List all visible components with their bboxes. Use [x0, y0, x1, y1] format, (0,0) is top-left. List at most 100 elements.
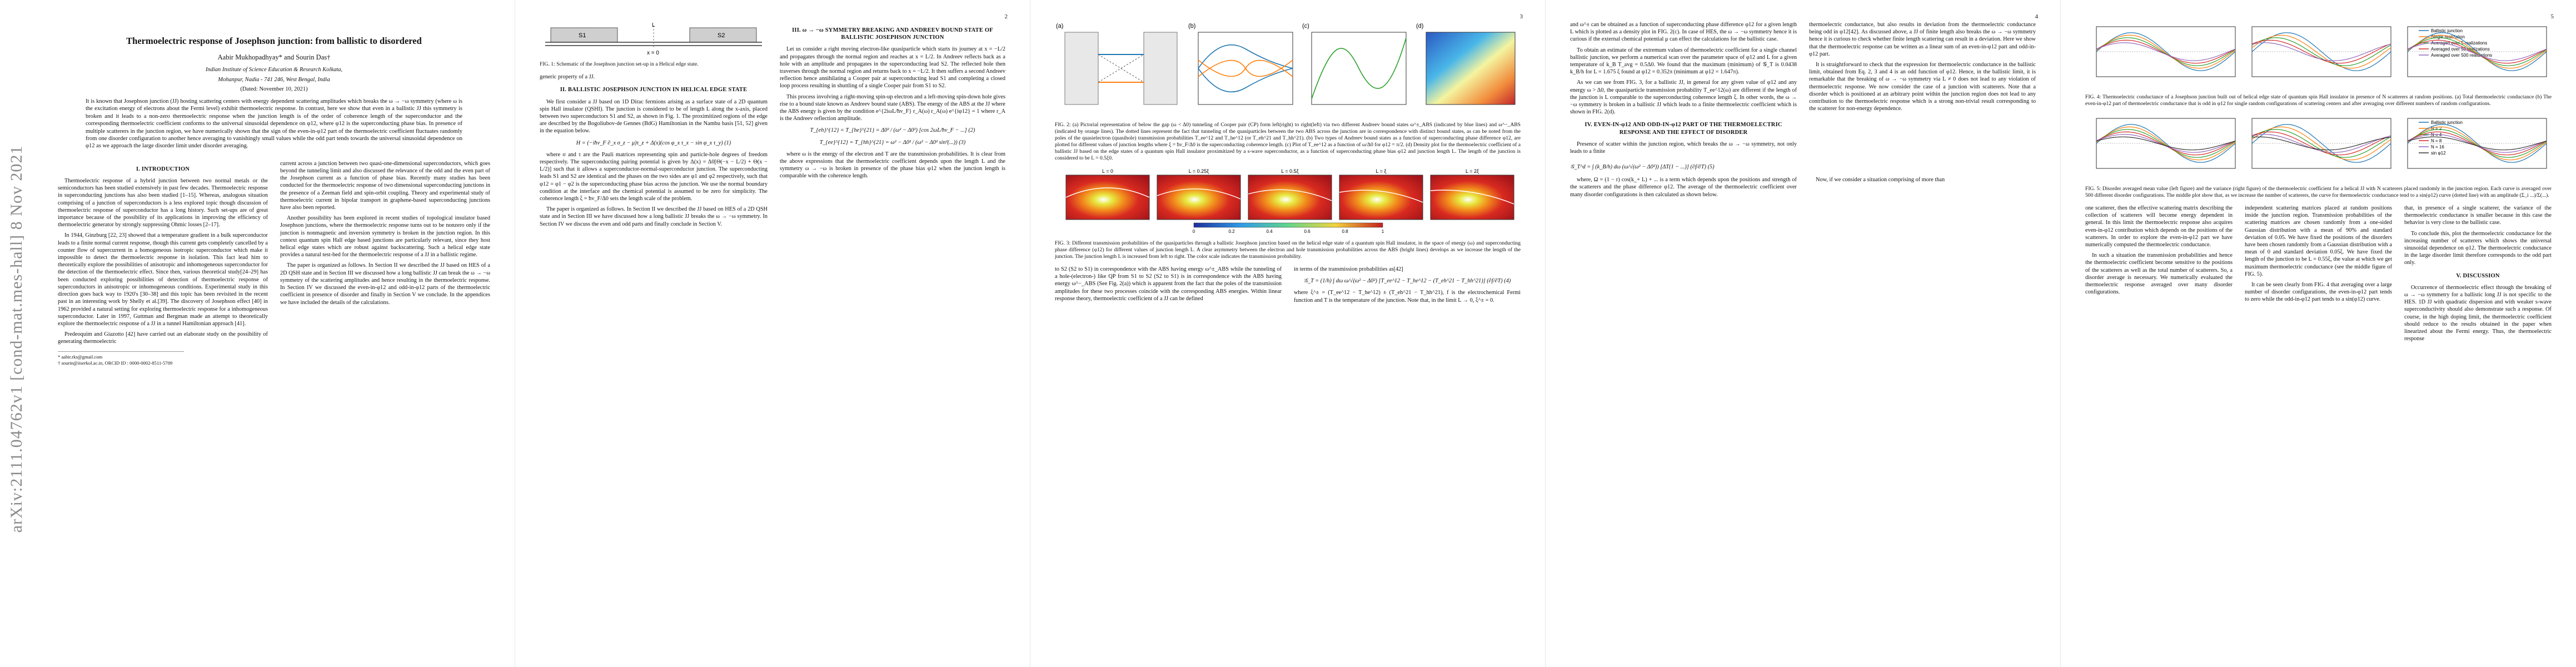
junction-schematic: S1 S2 x = 0 L: [545, 22, 762, 56]
colorbar: [1193, 222, 1383, 228]
page-2: 2 S1 S2 x = 0 L FIG. 1: Schematic of the…: [515, 0, 1030, 667]
paragraph: where ξ^± = (T_ee^12 − T_he^12) ± (T_eh^…: [1294, 290, 1521, 303]
heatmap-panel: [1157, 175, 1241, 220]
page-5: 5 Ballistic junction Single realization Av…: [2061, 0, 2576, 667]
figure-5-caption: FIG. 5: Disorder averaged mean value (le…: [2085, 186, 2552, 198]
colorbar-tick-label: 0: [1193, 229, 1195, 234]
paragraph: In 1944, Ginzburg [22, 23] showed that a…: [58, 232, 268, 327]
legend-label: Averaged over 50 realizations: [2431, 47, 2490, 52]
affiliation-line-2: Mohanpur, Nadia - 741 246, West Bengal, …: [218, 77, 330, 83]
heatmap-panel-title: L = 0.5ξ: [1281, 168, 1298, 174]
paragraph: The paper is organized as follows. In Se…: [540, 206, 768, 227]
figure-4: Ballistic junction Single realization Aver…: [2085, 21, 2552, 107]
series-line: [2096, 37, 2236, 66]
paragraph: in terms of the transmission probabiliti…: [1294, 266, 1403, 272]
paragraph: We first consider a JJ based on 1D Dirac…: [540, 98, 768, 135]
panel-c-axes: [1311, 32, 1407, 105]
abs-bright-line: [1065, 187, 1150, 198]
footnotes: * aabir.rks@gmail.com † sourin@iiserkol.…: [58, 351, 184, 366]
paragraph: Presence of scatter within the junction …: [1570, 141, 1797, 155]
panel-label: (c): [1302, 23, 1309, 29]
abs-bright-line: [1248, 189, 1332, 201]
abs-curve: [1198, 44, 1293, 69]
section-heading-ballistic-jj: II. BALLISTIC JOSEPHSON JUNCTION IN HELI…: [560, 87, 748, 93]
page-4: 4 and ω^± can be obtained as a function …: [1546, 0, 2061, 667]
abs-curve: [1198, 68, 1293, 93]
series-line: [2251, 134, 2391, 153]
page-number: 5: [2550, 13, 2554, 20]
series-line: [2251, 126, 2391, 161]
page-4-column-1: and ω^± can be obtained as a function of…: [1570, 21, 1797, 158]
paragraph: Let us consider a right moving electron-…: [780, 46, 1005, 89]
tunneling-path: [1098, 54, 1144, 83]
colorbar-ticks: 0 0.2 0.4 0.6 0.8 1: [1193, 229, 1384, 234]
colorbar-tick-label: 0.2: [1228, 229, 1235, 234]
length-label: L: [652, 22, 655, 28]
colorbar-tick-label: 0.6: [1304, 229, 1311, 234]
series-line: [2407, 34, 2547, 69]
paragraph: In such a situation the transmission pro…: [2085, 252, 2233, 296]
equation-5: 𝒢_T^d = ∫ (k_B/h) dω (ω/√(ω² − Δ0²)) [ΔT…: [1570, 164, 1715, 171]
paragraph: Occurrence of thermoelectric effect thro…: [2404, 284, 2552, 342]
footnote-email-1: * aabir.rks@gmail.com: [58, 354, 103, 360]
series-line: [2096, 42, 2236, 61]
legend-label: N = 2: [2431, 126, 2442, 131]
series-line: [2251, 136, 2391, 151]
page-2-column-2: III. ω → −ω SYMMETRY BREAKING AND ANDREE…: [780, 21, 1005, 231]
page-3-column-2: in terms of the transmission probabiliti…: [1294, 266, 1521, 307]
footnote-email-2: † sourin@iiserkol.ac.in, ORCID ID : 0000…: [58, 360, 173, 366]
paragraph: To obtain an estimate of the extremum va…: [1570, 47, 1797, 76]
legend-label: Ballistic junction: [2431, 120, 2463, 125]
heatmap-panel-title: L = ξ: [1376, 168, 1387, 174]
figure-3: L = 0 L = 0.25ξ L = 0.5ξ L = ξ L = 2ξ 0 0.2 0.…: [1055, 167, 1521, 260]
legend-label: Single realization: [2431, 34, 2465, 39]
heatmap-panel-group: L = 0 L = 0.25ξ L = 0.5ξ L = ξ L = 2ξ: [1065, 168, 1514, 220]
heatmap-panel-title: L = 0: [1102, 168, 1113, 174]
series-line: [2407, 136, 2547, 151]
series-line: [2251, 42, 2391, 61]
page-number: 2: [1004, 13, 1008, 20]
legend-label: Ballistic junction: [2431, 28, 2463, 33]
paragraph: thermoelectric conductance, but also res…: [1809, 22, 2036, 57]
panel-label: (b): [1188, 23, 1195, 29]
paragraph: It can be seen clearly from FIG. 4 that …: [2245, 282, 2392, 303]
series-line: [2251, 34, 2391, 69]
series-line: [2407, 42, 2547, 61]
legend-label: N = 4: [2431, 132, 2442, 137]
equation-2: T_{eh}^{12} = T_{he}^{21} = Δ0² / (ω² − …: [810, 127, 975, 134]
series-line: [2251, 32, 2391, 71]
paragraph: and ω^± can be obtained as a function of…: [1570, 22, 1797, 43]
paragraph: generic property of a JJ.: [540, 74, 595, 81]
superconductor-s2-block: [689, 27, 757, 43]
series-line: [2096, 32, 2236, 71]
paragraph: The paper is organized as follows. In Se…: [280, 262, 490, 306]
paragraph: It is straightforward to check that the …: [1809, 62, 2036, 112]
abs-bright-line: [1157, 188, 1241, 200]
page-number: 4: [2035, 13, 2039, 20]
page-1-column-1: I. INTRODUCTION Thermoelectric response …: [58, 160, 268, 366]
superconductor-s1-block: [550, 27, 618, 43]
page-5-column-2: independent scattering matrices placed a…: [2245, 205, 2392, 346]
series-line: [2096, 124, 2236, 163]
legend-label: N = 16: [2431, 145, 2444, 150]
paragraph: To conclude this, plot the thermoelectri…: [2404, 230, 2552, 266]
s1-label: S1: [579, 32, 586, 39]
section-heading-symmetry-breaking: III. ω → −ω SYMMETRY BREAKING AND ANDREE…: [792, 27, 993, 41]
panel-label: (a): [1056, 23, 1063, 29]
series-line: [2251, 129, 2391, 158]
paragraph: As we can see from FIG. 3, for a ballist…: [1570, 79, 1797, 116]
paper-title: Thermoelectric response of Josephson jun…: [126, 36, 422, 46]
figure-1: S1 S2 x = 0 L FIG. 1: Schematic of the J…: [540, 21, 768, 68]
paragraph: Another possibility has been explored in…: [280, 215, 490, 258]
page-1: arXiv:2111.04762v1 [cond-mat.mes-hall] 8…: [0, 0, 515, 667]
abs-bright-line: [1339, 190, 1423, 203]
transmission-curve: [1311, 37, 1407, 99]
arxiv-stamp: arXiv:2111.04762v1 [cond-mat.mes-hall] 8…: [7, 145, 26, 533]
paragraph: to S2 (S2 to S1) in correspondence with …: [1055, 266, 1282, 302]
section-heading-introduction: I. INTRODUCTION: [136, 166, 190, 172]
s2-label: S2: [718, 32, 725, 39]
paragraph: Predeoquim and Giazotto [42] have carrie…: [58, 331, 268, 345]
legend-label: sin φ12: [2431, 151, 2446, 156]
abstract: It is known that Josephson junction (JJ)…: [86, 98, 462, 150]
